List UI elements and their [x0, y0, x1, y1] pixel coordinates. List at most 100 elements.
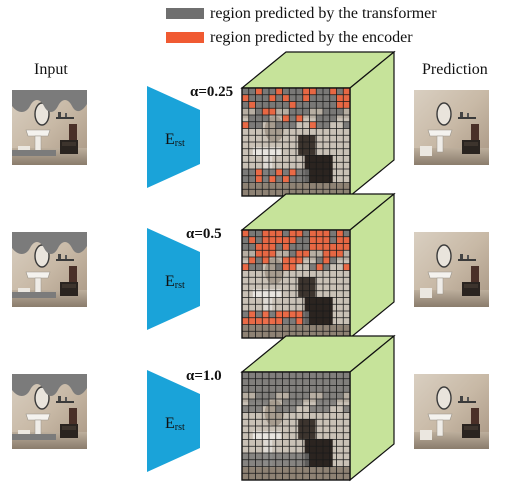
- token-cell: [282, 243, 290, 251]
- token-cell: [296, 317, 303, 325]
- feature-cube: [240, 334, 396, 482]
- token-cell: [242, 243, 249, 251]
- token-cell: [336, 250, 344, 257]
- token-cell: [275, 385, 283, 393]
- token-cell: [248, 175, 256, 183]
- token-cell: [282, 378, 290, 386]
- feature-cube: [240, 192, 396, 340]
- token-cell: [242, 88, 249, 95]
- token-cell: [275, 169, 283, 176]
- token-cell: [255, 175, 263, 183]
- token-cell: [282, 453, 290, 460]
- token-cell: [289, 392, 296, 399]
- token-cell: [302, 250, 310, 257]
- token-grid: [242, 372, 350, 467]
- prediction-column-header: Prediction: [422, 61, 488, 78]
- input-image: [12, 90, 87, 165]
- token-cell: [262, 243, 269, 251]
- token-cell: [296, 257, 303, 264]
- token-cell: [282, 311, 290, 318]
- token-cell: [275, 236, 283, 244]
- token-cell: [329, 230, 337, 237]
- token-cell: [255, 101, 263, 109]
- token-cell: [248, 236, 256, 244]
- token-cell: [269, 230, 276, 237]
- token-cell: [323, 392, 330, 399]
- token-cell: [289, 175, 296, 183]
- token-cell: [289, 108, 296, 115]
- token-cell: [329, 243, 337, 251]
- alpha-label: α=0.5: [186, 226, 222, 242]
- token-cell: [248, 405, 256, 413]
- token-cell: [269, 94, 276, 102]
- token-cell: [309, 378, 317, 386]
- token-cell: [289, 257, 296, 264]
- token-cell: [323, 372, 330, 379]
- token-cell: [262, 378, 269, 386]
- token-cell: [296, 115, 303, 122]
- token-cell: [255, 392, 263, 399]
- token-cell: [255, 88, 263, 95]
- token-cell: [302, 392, 310, 399]
- token-cell: [275, 94, 283, 102]
- token-cell: [329, 385, 337, 393]
- token-cell: [262, 108, 269, 115]
- token-cell: [329, 399, 337, 406]
- token-cell: [323, 88, 330, 95]
- token-cell: [275, 372, 283, 379]
- token-cell: [255, 250, 263, 257]
- token-cell: [316, 236, 323, 244]
- token-cell: [248, 121, 256, 129]
- token-cell: [343, 385, 350, 393]
- token-cell: [302, 230, 310, 237]
- token-cell: [248, 372, 256, 379]
- token-cell: [309, 121, 317, 129]
- token-cell: [302, 169, 310, 176]
- token-cell: [262, 392, 269, 399]
- token-cell: [262, 250, 269, 257]
- token-cell: [329, 88, 337, 95]
- token-cell: [309, 385, 317, 393]
- token-cell: [296, 88, 303, 95]
- token-cell: [289, 121, 296, 129]
- token-cell: [336, 378, 344, 386]
- token-cell: [255, 236, 263, 244]
- token-cell: [302, 372, 310, 379]
- token-cell: [262, 385, 269, 393]
- alpha-label: α=0.25: [190, 84, 233, 100]
- token-cell: [255, 121, 263, 129]
- token-cell: [302, 94, 310, 102]
- token-cell: [282, 115, 290, 122]
- prediction-image: [414, 374, 489, 449]
- token-cell: [282, 257, 290, 264]
- token-cell: [302, 108, 310, 115]
- token-cell: [275, 453, 283, 460]
- token-cell: [289, 250, 296, 257]
- token-cell: [248, 230, 256, 237]
- token-cell: [262, 257, 269, 264]
- token-cell: [262, 169, 269, 176]
- token-cell: [269, 88, 276, 95]
- token-cell: [289, 94, 296, 102]
- token-cell: [336, 108, 344, 115]
- token-cell: [242, 230, 249, 237]
- token-cell: [269, 317, 276, 325]
- token-cell: [309, 94, 317, 102]
- token-cell: [262, 311, 269, 318]
- token-cell: [296, 459, 303, 467]
- token-cell: [302, 236, 310, 244]
- token-cell: [248, 385, 256, 393]
- token-cell: [323, 399, 330, 406]
- token-cell: [316, 121, 323, 129]
- token-cell: [296, 399, 303, 406]
- token-cell: [289, 115, 296, 122]
- token-cell: [242, 405, 249, 413]
- token-cell: [242, 378, 249, 386]
- token-cell: [262, 175, 269, 183]
- token-cell: [275, 230, 283, 237]
- token-cell: [275, 243, 283, 251]
- token-cell: [296, 243, 303, 251]
- token-cell: [242, 385, 249, 393]
- token-cell: [242, 121, 249, 129]
